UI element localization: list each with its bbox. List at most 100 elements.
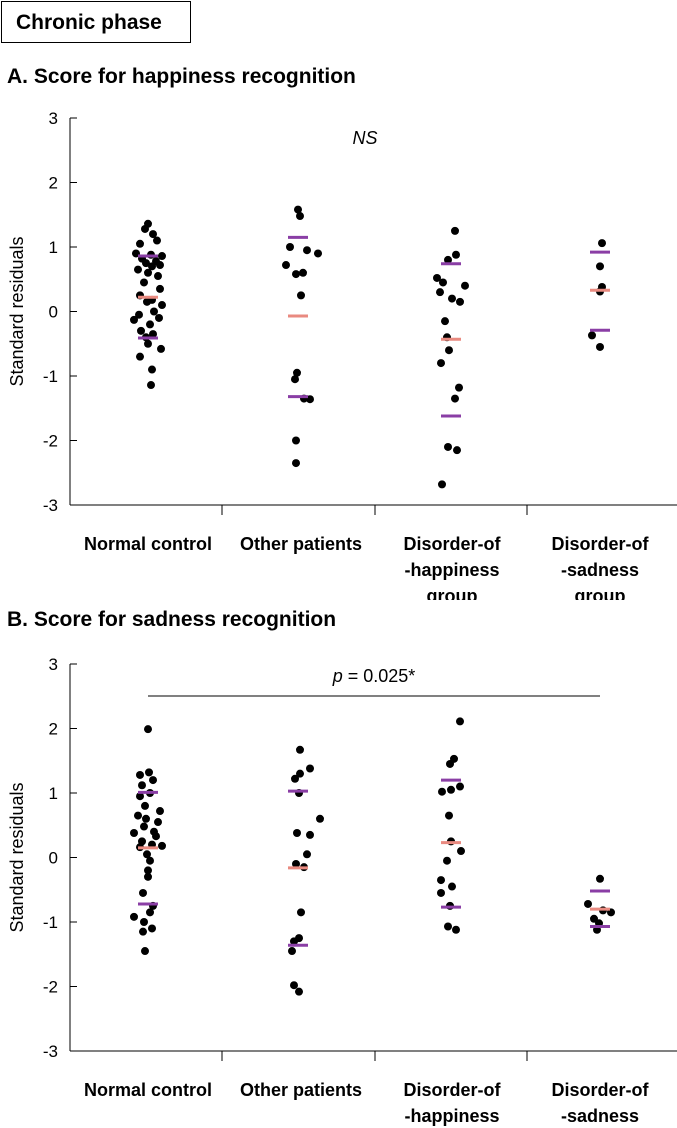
data-point <box>138 781 146 790</box>
data-point <box>148 365 156 374</box>
data-point <box>144 725 152 734</box>
data-point <box>455 383 463 392</box>
data-point <box>130 315 138 324</box>
data-point <box>134 265 142 274</box>
data-point <box>456 297 464 306</box>
y-tick-label: -2 <box>43 432 58 451</box>
data-point <box>290 937 298 946</box>
data-point <box>438 787 446 796</box>
data-point <box>152 832 160 841</box>
data-point <box>596 342 604 351</box>
data-point <box>145 768 153 777</box>
data-point <box>146 856 154 865</box>
data-point <box>158 841 166 850</box>
data-point <box>296 745 304 754</box>
data-point <box>446 759 454 768</box>
data-point <box>144 268 152 277</box>
data-point <box>316 814 324 823</box>
y-tick-label: 2 <box>49 720 58 739</box>
data-point <box>136 792 144 801</box>
data-point <box>294 205 302 214</box>
data-point <box>136 770 144 779</box>
significance-label: NS <box>352 128 377 148</box>
data-point <box>453 446 461 455</box>
y-tick-label: -3 <box>43 1042 58 1061</box>
data-point <box>140 822 148 831</box>
data-point <box>134 811 142 820</box>
data-point <box>443 856 451 865</box>
data-point <box>448 294 456 303</box>
data-point <box>130 828 138 837</box>
data-point <box>296 212 304 221</box>
data-point <box>146 908 154 917</box>
data-point <box>584 899 592 908</box>
data-point <box>286 243 294 251</box>
data-point <box>452 250 460 259</box>
data-point <box>288 947 296 956</box>
data-point <box>140 278 148 287</box>
data-point <box>158 252 166 261</box>
data-point <box>303 850 311 859</box>
data-point <box>438 480 446 489</box>
y-tick-label: -2 <box>43 978 58 997</box>
data-point <box>130 912 138 921</box>
x-category-label: Disorder-of <box>403 534 501 554</box>
x-category-label: -sadness <box>561 560 639 580</box>
data-point <box>293 828 301 837</box>
data-point <box>292 270 300 279</box>
data-point <box>437 359 445 368</box>
data-point <box>148 262 156 271</box>
data-point <box>149 330 157 339</box>
data-point <box>146 320 154 329</box>
y-axis-label: Standard residuals <box>7 236 27 386</box>
data-point <box>439 278 447 287</box>
phase-label-box: Chronic phase <box>1 1 191 43</box>
data-point <box>596 874 604 883</box>
chart-title-happiness: A. Score for happiness recognition <box>7 65 356 88</box>
data-point <box>156 807 164 816</box>
data-point <box>444 255 452 264</box>
data-point <box>441 317 449 326</box>
data-point <box>314 249 322 258</box>
data-point <box>141 801 149 810</box>
data-point <box>437 876 445 885</box>
data-point <box>303 246 311 255</box>
data-point <box>444 922 452 931</box>
data-point <box>149 776 157 785</box>
data-point <box>588 331 596 340</box>
data-point <box>461 281 469 290</box>
data-point <box>136 352 144 361</box>
data-point <box>291 774 299 783</box>
data-point <box>149 230 157 239</box>
significance-label: p = 0.025* <box>332 666 416 686</box>
data-point <box>292 459 300 468</box>
x-category-label: Other patients <box>240 1080 362 1100</box>
data-point <box>282 261 290 270</box>
x-category-label: Normal control <box>84 534 212 554</box>
data-point <box>144 866 152 875</box>
y-tick-label: 0 <box>49 849 58 868</box>
y-tick-label: -1 <box>43 913 58 932</box>
data-point <box>148 924 156 933</box>
data-point <box>295 987 303 996</box>
data-point <box>451 226 459 235</box>
data-point <box>297 291 305 300</box>
data-point <box>598 239 606 248</box>
data-point <box>141 224 149 233</box>
x-category-label: -happiness <box>404 560 499 580</box>
x-category-label: group <box>575 586 626 600</box>
data-point <box>150 307 158 316</box>
data-point <box>445 811 453 820</box>
happiness-chart: 3 2 1 0 -1 -2 -3 Standard residuals Normal contr… <box>7 109 677 600</box>
y-tick-label: -3 <box>43 496 58 515</box>
y-tick-label: 1 <box>49 784 58 803</box>
y-tick-label: 3 <box>49 655 58 674</box>
data-point <box>292 859 300 868</box>
data-point <box>143 850 151 859</box>
data-point <box>158 301 166 310</box>
data-point <box>297 908 305 917</box>
data-point <box>147 381 155 390</box>
data-point <box>293 368 301 377</box>
data-point <box>137 326 145 335</box>
data-point <box>306 830 314 839</box>
